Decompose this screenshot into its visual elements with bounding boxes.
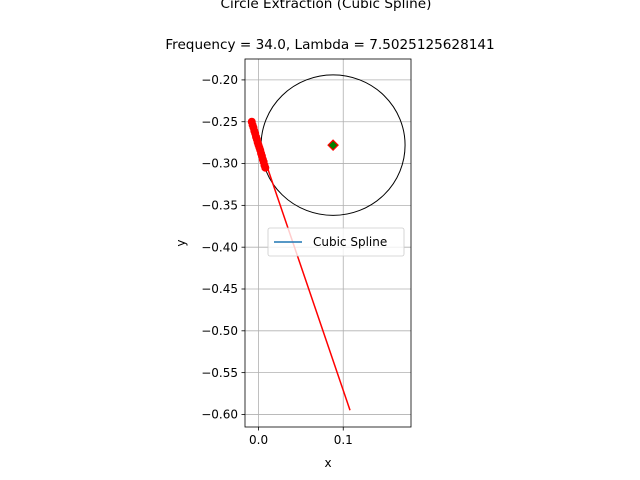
y-tick-label: −0.40 — [201, 240, 238, 254]
y-tick-label: −0.60 — [201, 408, 238, 422]
x-tick-label: 0.1 — [334, 433, 353, 447]
legend-box — [267, 227, 405, 257]
chart-title: Frequency = 34.0, Lambda = 7.50251256281… — [165, 37, 494, 53]
x-tick-label: 0.0 — [249, 433, 268, 447]
red-data-point — [261, 163, 270, 172]
legend-label-cubic-spline: Cubic Spline — [313, 235, 387, 249]
y-axis: −0.20 −0.25 −0.30 −0.35 −0.40 −0.45 −0.50 −0.55… — [201, 73, 245, 422]
plot-frame — [244, 58, 412, 428]
y-axis-label: y — [174, 239, 188, 246]
y-tick-label: −0.25 — [201, 115, 238, 129]
chart-suptitle: Circle Extraction (Cubic Spline) — [221, 0, 432, 12]
x-axis: 0.0 0.1 — [249, 427, 353, 447]
legend: Cubic Spline — [267, 227, 405, 257]
y-tick-label: −0.55 — [201, 366, 238, 380]
y-tick-label: −0.45 — [201, 282, 238, 296]
grid — [245, 59, 411, 427]
y-tick-label: −0.50 — [201, 324, 238, 338]
plot-area — [247, 74, 406, 411]
y-tick-label: −0.35 — [201, 199, 238, 213]
x-axis-label: x — [324, 456, 331, 470]
y-tick-label: −0.20 — [201, 73, 238, 87]
y-tick-label: −0.30 — [201, 157, 238, 171]
circle-center-marker — [327, 139, 339, 151]
